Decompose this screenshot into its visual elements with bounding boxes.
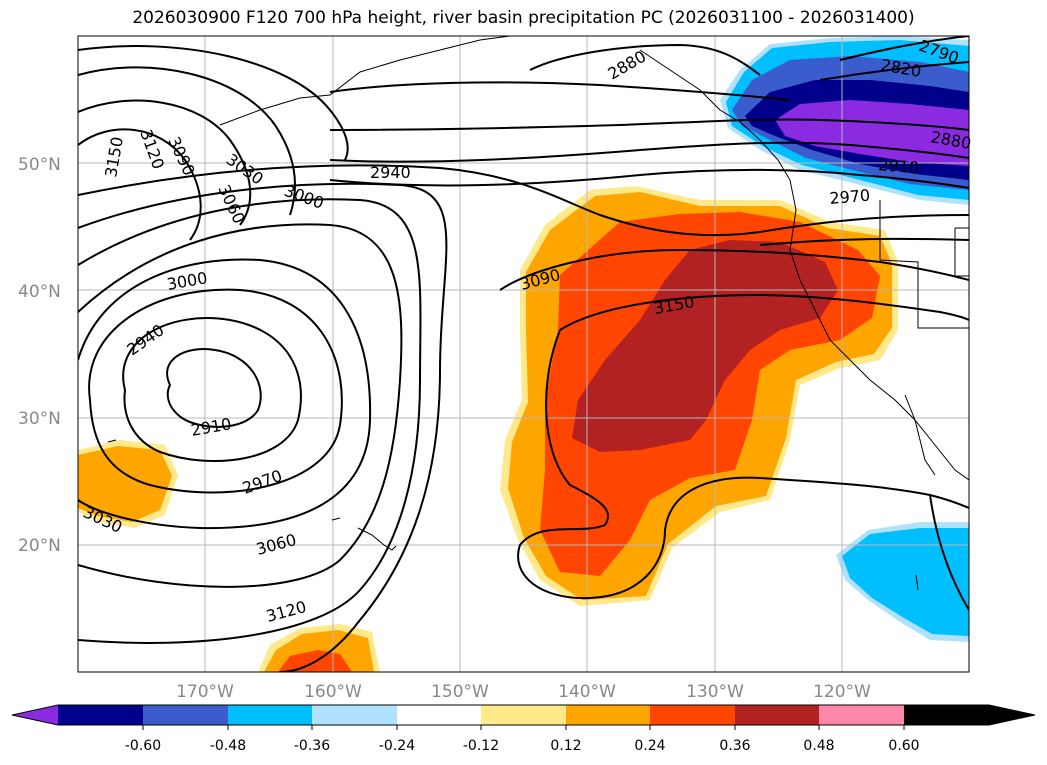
colorbar-tick-label: 0.60	[888, 738, 919, 754]
contour-label: 3090	[164, 134, 198, 179]
contour-label: 3060	[214, 182, 248, 227]
shade-neg-060	[775, 100, 969, 166]
lon-label: 140°W	[558, 682, 616, 702]
shading-layer	[78, 36, 969, 672]
colorbar-segment	[819, 705, 904, 725]
colorbar-tick-label: -0.24	[379, 738, 415, 754]
contour-label: 3150	[101, 135, 127, 178]
lat-label: 50°N	[18, 155, 61, 175]
coastlines	[107, 36, 969, 591]
colorbar-tick-label: 0.24	[634, 738, 665, 754]
contour-label: 2880	[605, 47, 650, 84]
shade-pos-west-in	[78, 446, 172, 522]
colorbar-segment	[58, 705, 143, 725]
colorbar-tick-label: -0.12	[463, 738, 499, 754]
colorbar-segment	[312, 705, 397, 725]
colorbar-segment	[228, 705, 312, 725]
colorbar-ticks	[142, 725, 905, 730]
longitude-labels: 170°W 160°W 150°W 140°W 130°W 120°W	[176, 682, 871, 702]
colorbar-tick-label: 0.36	[719, 738, 750, 754]
height-contours	[78, 36, 969, 672]
colorbar-segment	[566, 705, 650, 725]
colorbar-extend-high	[904, 705, 1035, 725]
colorbar-segment	[735, 705, 819, 725]
lon-label: 160°W	[304, 682, 362, 702]
contour-label: 3120	[136, 127, 168, 172]
colorbar: -0.60 -0.48 -0.36 -0.24 -0.12 0.12 0.24 …	[11, 704, 1036, 754]
contour-label: 2910	[878, 155, 920, 177]
colorbar-tick-label: -0.36	[294, 738, 330, 754]
colorbar-tick-label: 0.48	[803, 738, 834, 754]
lon-label: 130°W	[686, 682, 744, 702]
contour-label: 3120	[264, 597, 308, 626]
colorbar-tick-labels: -0.60 -0.48 -0.36 -0.24 -0.12 0.12 0.24 …	[125, 738, 920, 754]
contour-label: 2970	[829, 186, 871, 208]
shade-pos-060	[572, 240, 838, 452]
colorbar-segment	[397, 705, 481, 725]
colorbar-segment	[650, 705, 735, 725]
shade-neg-se-in	[842, 528, 969, 636]
colorbar-tick-label: 0.12	[550, 738, 581, 754]
colorbar-segment	[143, 705, 228, 725]
latitude-labels: 50°N 40°N 30°N 20°N	[18, 155, 61, 556]
map-title: 2026030900 F120 700 hPa height, river ba…	[132, 8, 915, 28]
contour-label: 2970	[240, 466, 285, 498]
lat-label: 30°N	[18, 409, 61, 429]
contour-label: 2940	[370, 163, 411, 182]
map-frame	[77, 35, 970, 673]
colorbar-tick-label: -0.60	[125, 738, 161, 754]
lat-label: 20°N	[18, 536, 61, 556]
contour-label: 3060	[254, 530, 298, 559]
lon-label: 150°W	[431, 682, 489, 702]
contour-label: 3000	[282, 181, 327, 213]
colorbar-extend-low	[12, 705, 58, 725]
lon-label: 120°W	[813, 682, 871, 702]
colorbar-segment	[481, 705, 566, 725]
lon-label: 170°W	[176, 682, 234, 702]
colorbar-tick-label: -0.48	[210, 738, 246, 754]
colorbar-outline	[11, 704, 1036, 726]
lat-label: 40°N	[18, 282, 61, 302]
